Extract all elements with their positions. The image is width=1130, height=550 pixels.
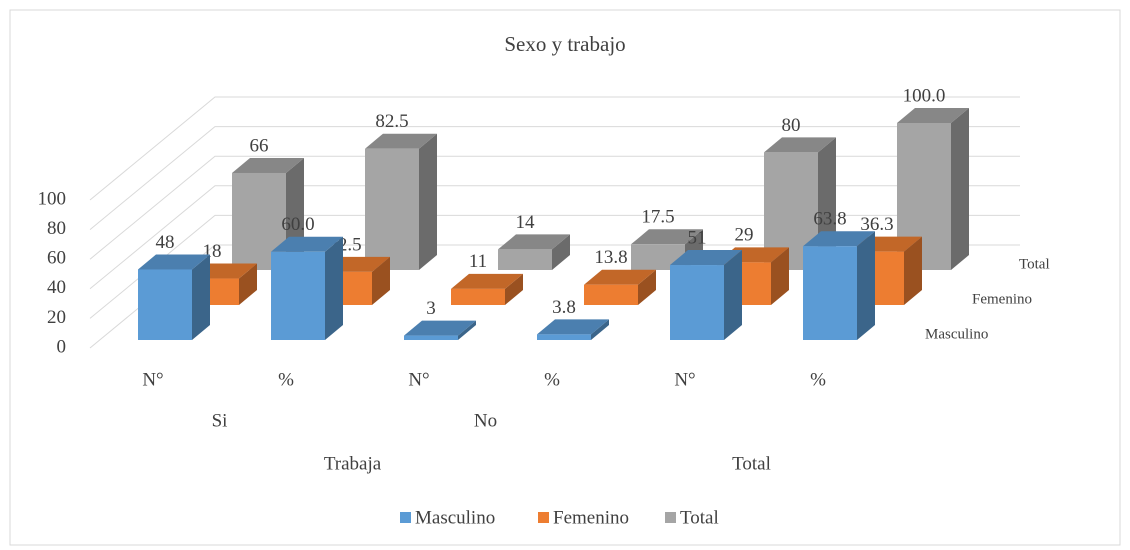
bar-top xyxy=(537,319,609,335)
data-label: 29 xyxy=(735,225,754,246)
x-tick-label: % xyxy=(544,369,560,390)
bar-top xyxy=(584,269,656,285)
data-label: 80 xyxy=(782,115,801,136)
y-tick-label: 100 xyxy=(38,188,67,209)
bar-side xyxy=(552,234,570,270)
x-tick-label: N° xyxy=(142,369,163,390)
data-label: 82.5 xyxy=(375,111,408,132)
bar-top xyxy=(451,273,523,289)
data-label: 100.0 xyxy=(903,85,946,106)
bar-top xyxy=(404,320,476,336)
bar-side xyxy=(325,236,343,340)
data-label: 17.5 xyxy=(641,207,674,228)
depth-label: Total xyxy=(1019,256,1050,272)
bar-side xyxy=(505,273,523,305)
chart-title: Sexo y trabajo xyxy=(504,32,625,56)
legend-swatch xyxy=(400,512,411,523)
bar xyxy=(271,251,325,340)
grid-line xyxy=(89,155,1020,260)
x-tick-label: % xyxy=(810,369,826,390)
y-tick-label: 40 xyxy=(47,277,66,298)
x-tick-label: N° xyxy=(674,369,695,390)
y-tick-label: 0 xyxy=(57,336,67,357)
bar-side xyxy=(857,231,875,340)
bar xyxy=(670,265,724,340)
x-tick-label: % xyxy=(278,369,294,390)
bar-top xyxy=(365,133,437,149)
x-group-label: Trabaja xyxy=(324,453,382,474)
bar-top xyxy=(271,236,343,252)
x-group-label: Total xyxy=(732,453,771,474)
x-group-label: No xyxy=(474,410,497,431)
data-label: 63.8 xyxy=(813,209,846,230)
y-tick-label: 20 xyxy=(47,307,66,328)
data-label: 3.8 xyxy=(552,297,576,318)
bar-side xyxy=(904,236,922,305)
bar-top xyxy=(764,137,836,153)
grid-line xyxy=(89,214,1020,319)
bar-side xyxy=(372,256,390,305)
y-tick-label: 60 xyxy=(47,248,66,269)
bar-side xyxy=(239,263,257,305)
depth-label: Masculino xyxy=(925,326,988,342)
bar-side xyxy=(951,108,969,270)
bar xyxy=(803,246,857,340)
data-label: 14 xyxy=(516,212,536,233)
bar xyxy=(404,335,458,340)
data-label: 13.8 xyxy=(594,247,627,268)
bar-top xyxy=(138,254,210,270)
grid-line xyxy=(89,126,1020,230)
data-label: 51 xyxy=(688,227,707,248)
legend-label: Total xyxy=(680,507,719,528)
bar-top xyxy=(631,229,703,245)
grid-line xyxy=(89,96,1020,201)
bar-top xyxy=(498,234,570,250)
y-tick-label: 80 xyxy=(47,218,66,239)
bar-top xyxy=(670,250,742,266)
bar-top xyxy=(897,108,969,123)
bar-side xyxy=(724,250,742,340)
data-label: 11 xyxy=(469,251,487,272)
bar xyxy=(451,288,505,305)
data-label: 36.3 xyxy=(860,214,893,235)
data-label: 3 xyxy=(426,298,436,319)
bar xyxy=(138,269,192,340)
bar xyxy=(584,284,638,305)
bar-side xyxy=(419,133,437,270)
bar-side xyxy=(591,319,609,340)
bar-side xyxy=(771,247,789,305)
depth-label: Femenino xyxy=(972,291,1032,307)
bar-side xyxy=(458,320,476,340)
legend-swatch xyxy=(538,512,549,523)
grid-line xyxy=(89,244,1020,349)
bar xyxy=(498,249,552,270)
legend-label: Femenino xyxy=(553,507,629,528)
data-label: 60.0 xyxy=(281,214,314,235)
x-group-label: Si xyxy=(212,410,228,431)
bar xyxy=(537,334,591,340)
data-label: 66 xyxy=(250,135,269,156)
data-label: 48 xyxy=(156,232,175,253)
bar-side xyxy=(638,269,656,305)
legend-label: Masculino xyxy=(415,507,495,528)
x-tick-label: N° xyxy=(408,369,429,390)
bar-top xyxy=(803,231,875,247)
bar-top xyxy=(232,157,304,173)
bar xyxy=(365,148,419,270)
bar-side xyxy=(192,254,210,340)
legend-swatch xyxy=(665,512,676,523)
grid-line xyxy=(89,185,1020,290)
